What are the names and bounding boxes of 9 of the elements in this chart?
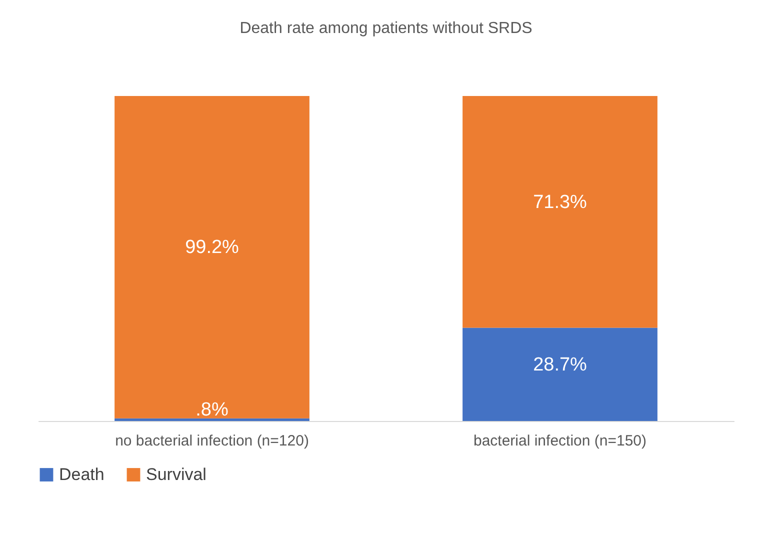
x-tick-label: no bacterial infection (n=120) bbox=[115, 432, 309, 450]
data-label: 71.3% bbox=[533, 192, 588, 213]
chart-title: Death rate among patients without SRDS bbox=[240, 20, 532, 37]
legend-label: Survival bbox=[146, 464, 206, 484]
legend-label: Death bbox=[59, 464, 104, 484]
data-label: 99.2% bbox=[185, 237, 240, 258]
data-label: .8% bbox=[196, 400, 228, 421]
x-tick-label: bacterial infection (n=150) bbox=[473, 432, 647, 450]
data-label: 28.7% bbox=[533, 354, 588, 376]
